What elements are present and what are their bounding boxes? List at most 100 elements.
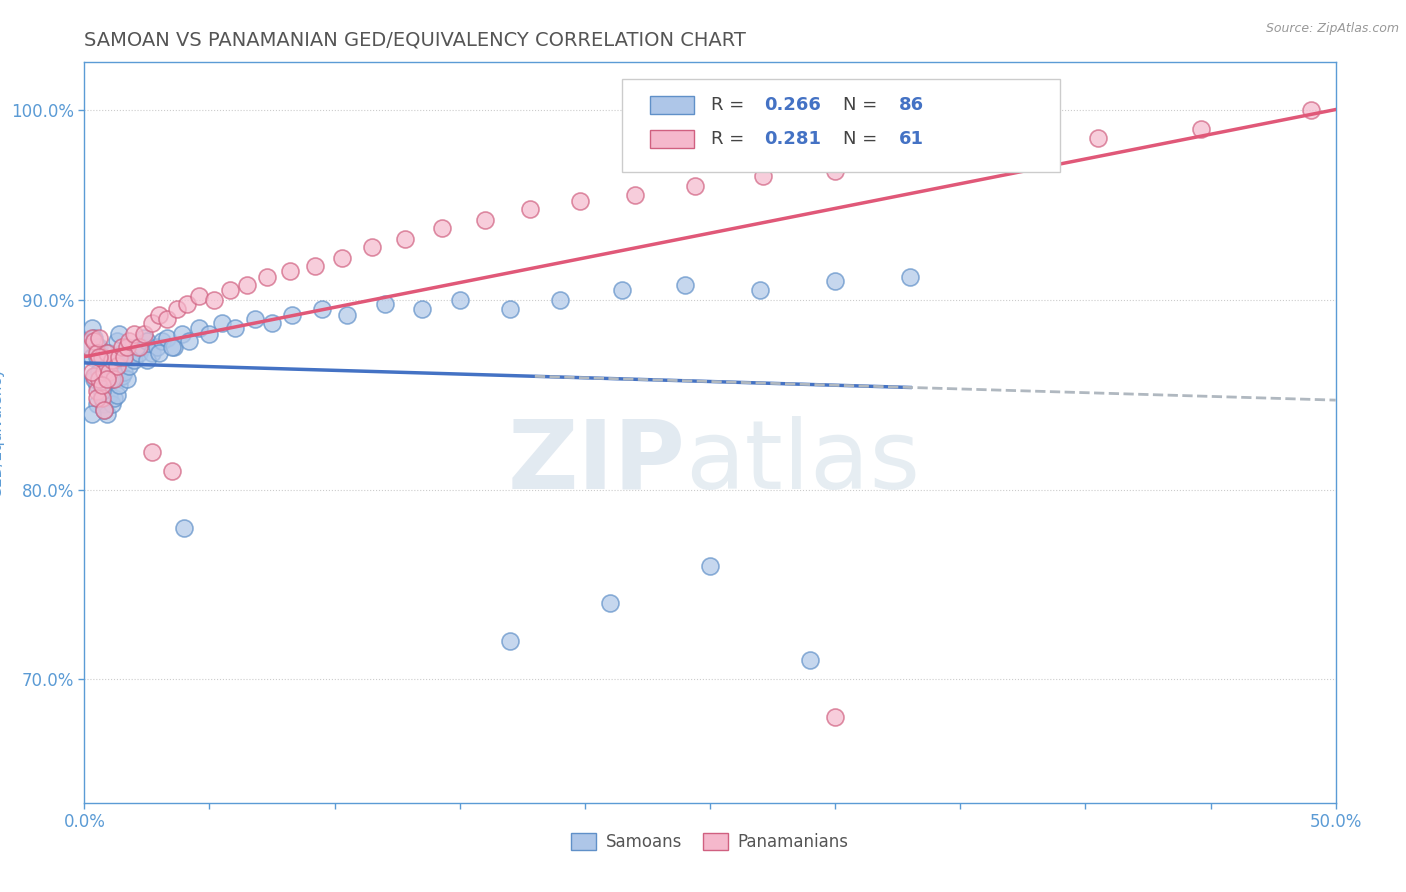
Point <box>108 353 131 368</box>
Point <box>90 392 112 406</box>
Point <box>236 277 259 292</box>
Point <box>136 353 159 368</box>
Point <box>118 334 141 349</box>
Point <box>124 326 146 341</box>
Point <box>105 359 128 374</box>
Point <box>160 340 183 354</box>
Point <box>90 378 112 392</box>
Point <box>89 372 111 386</box>
Point <box>96 346 118 360</box>
Point <box>86 340 108 354</box>
Point <box>93 402 115 417</box>
Text: Source: ZipAtlas.com: Source: ZipAtlas.com <box>1265 22 1399 36</box>
Point <box>624 188 647 202</box>
Point <box>83 331 105 345</box>
Point <box>93 402 115 417</box>
Point <box>499 634 522 648</box>
Point <box>1087 131 1109 145</box>
Point <box>124 353 146 368</box>
Point <box>170 326 193 341</box>
Point <box>150 334 173 349</box>
Point <box>548 293 571 307</box>
Point <box>141 346 163 360</box>
Point <box>160 464 183 478</box>
Point <box>125 340 148 354</box>
Point <box>86 384 108 398</box>
Y-axis label: GED/Equivalency: GED/Equivalency <box>0 368 4 498</box>
Point <box>134 326 156 341</box>
Point <box>103 392 125 406</box>
Point <box>176 296 198 310</box>
Point <box>90 387 112 401</box>
Point <box>432 220 454 235</box>
Point <box>105 334 128 349</box>
Point <box>156 331 179 345</box>
Point <box>699 558 721 573</box>
Point <box>108 378 131 392</box>
Point <box>136 334 159 349</box>
Point <box>374 296 396 310</box>
Point <box>361 239 384 253</box>
Point <box>474 213 496 227</box>
Point <box>89 365 111 379</box>
Point <box>108 326 131 341</box>
Point <box>111 346 134 360</box>
Point <box>991 145 1014 159</box>
Point <box>683 178 706 193</box>
Point <box>568 194 591 208</box>
Point <box>98 365 121 379</box>
Point <box>89 365 111 379</box>
Point <box>411 302 433 317</box>
Point <box>86 378 108 392</box>
Point <box>98 365 121 379</box>
Point <box>98 346 121 360</box>
Point <box>101 372 124 386</box>
Point <box>96 372 118 386</box>
Point <box>83 368 105 383</box>
Point <box>824 163 846 178</box>
Point <box>749 283 772 297</box>
Text: N =: N = <box>842 129 883 148</box>
Point <box>86 346 108 360</box>
Point <box>256 269 278 284</box>
Point <box>128 346 150 360</box>
Point <box>148 308 170 322</box>
Legend: Samoans, Panamanians: Samoans, Panamanians <box>565 826 855 857</box>
Point <box>83 334 105 349</box>
Point <box>311 302 333 317</box>
Point <box>131 340 153 354</box>
Point <box>449 293 471 307</box>
Point <box>89 372 111 386</box>
Point <box>93 353 115 368</box>
Point <box>134 331 156 345</box>
FancyBboxPatch shape <box>623 79 1060 172</box>
Point <box>80 365 103 379</box>
Point <box>204 293 226 307</box>
Text: 86: 86 <box>898 96 924 114</box>
Point <box>673 277 696 292</box>
Point <box>89 350 111 364</box>
Point <box>101 353 124 368</box>
Point <box>898 269 921 284</box>
Point <box>86 350 108 364</box>
Point <box>80 331 103 345</box>
Point <box>93 397 115 411</box>
Point <box>599 597 621 611</box>
Point <box>224 321 246 335</box>
FancyBboxPatch shape <box>650 130 693 147</box>
Point <box>121 350 143 364</box>
Point <box>118 359 141 374</box>
Point <box>141 444 163 458</box>
Point <box>112 365 135 379</box>
Text: SAMOAN VS PANAMANIAN GED/EQUIVALENCY CORRELATION CHART: SAMOAN VS PANAMANIAN GED/EQUIVALENCY COR… <box>84 30 747 50</box>
Point <box>304 259 326 273</box>
Point <box>243 311 266 326</box>
Point <box>96 359 118 374</box>
FancyBboxPatch shape <box>650 96 693 114</box>
Point <box>111 368 134 383</box>
Point <box>281 308 304 322</box>
Point <box>330 251 353 265</box>
Point <box>101 365 124 379</box>
Point <box>146 340 169 354</box>
Point <box>101 397 124 411</box>
